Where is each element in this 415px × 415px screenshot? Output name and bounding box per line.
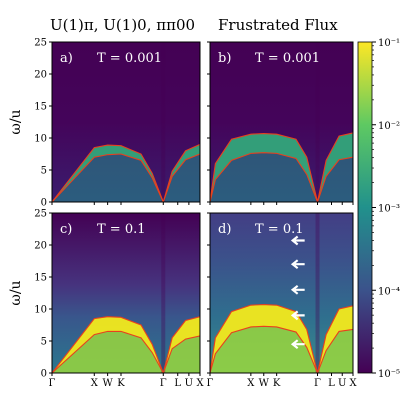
gamma-streak xyxy=(315,213,320,373)
panel-d xyxy=(210,213,353,373)
colorbar-tick-label: 10⁻² xyxy=(378,121,400,132)
panel-c-annotation: T = 0.1 xyxy=(97,222,146,237)
arrow-marker xyxy=(290,310,305,321)
upper-band-line xyxy=(52,316,200,373)
panel-a xyxy=(52,42,200,202)
panel-frame xyxy=(209,212,354,374)
xtick-label: Γ xyxy=(314,378,321,389)
ytick-label: 10 xyxy=(34,305,47,316)
arrow-marker xyxy=(290,339,305,350)
ytick-label: 5 xyxy=(41,337,47,348)
ytick-label: 15 xyxy=(34,102,47,113)
panel-c xyxy=(52,213,200,373)
xtick-label: K xyxy=(117,378,125,389)
gamma-streak xyxy=(161,42,166,202)
xtick-label: L xyxy=(328,378,335,389)
xtick-label: Γ xyxy=(49,378,56,389)
arrow-marker xyxy=(290,259,305,270)
band-core xyxy=(52,144,200,202)
panel-frame xyxy=(51,41,201,203)
panel-frame xyxy=(209,41,354,203)
ytick-label: 20 xyxy=(34,241,47,252)
xtick-label: U xyxy=(185,378,193,389)
xtick-label: X xyxy=(196,378,204,389)
ytick-label: 20 xyxy=(34,70,47,81)
ytick-label: 0 xyxy=(41,369,47,380)
upper-band-line xyxy=(210,132,353,202)
xtick-label: U xyxy=(338,378,346,389)
colorbar: 10⁻¹ 10⁻² 10⁻³ 10⁻⁴ 10⁻⁵ xyxy=(357,38,400,380)
ytick-label: 15 xyxy=(34,273,47,284)
upper-band-line xyxy=(52,143,200,202)
ytick-label: 25 xyxy=(34,38,47,49)
xtick-label: K xyxy=(273,378,281,389)
upper-band-line xyxy=(210,303,353,373)
colorbar-tick-label: 10⁻³ xyxy=(378,204,400,215)
ylabel-bottom: ω/u xyxy=(8,280,24,305)
band-core xyxy=(210,304,353,373)
arrow-marker xyxy=(290,235,305,246)
title-left: U(1)π, U(1)0, ππ00 xyxy=(50,16,195,34)
xtick-label: W xyxy=(259,378,270,389)
panel-c-label: c) xyxy=(60,222,72,237)
colorbar-tick-label: 10⁻¹ xyxy=(378,38,400,49)
ytick-label: 0 xyxy=(41,198,47,209)
panel-a-label: a) xyxy=(60,51,73,66)
lower-band-line xyxy=(210,325,353,373)
xtick-label: Γ xyxy=(160,378,167,389)
ylabel-top: ω/u xyxy=(8,109,24,134)
band-core xyxy=(52,316,200,373)
colorbar-tick-label: 10⁻⁵ xyxy=(378,369,400,380)
lower-band-line xyxy=(52,330,200,373)
arrow-marker xyxy=(290,284,305,295)
ytick-label: 25 xyxy=(34,209,47,220)
panel-b xyxy=(210,42,353,202)
xtick-label: X xyxy=(91,378,99,389)
xtick-label: L xyxy=(174,378,181,389)
panel-a-annotation: T = 0.001 xyxy=(97,51,162,66)
ytick-label: 5 xyxy=(41,166,47,177)
lower-band-line xyxy=(52,153,200,202)
xtick-label: W xyxy=(102,378,113,389)
panel-b-label: b) xyxy=(218,51,231,66)
xtick-label: X xyxy=(349,378,357,389)
panel-d-label: d) xyxy=(218,222,231,237)
xtick-label: X xyxy=(247,378,255,389)
xtick-label: Γ xyxy=(207,378,214,389)
band-core xyxy=(210,132,353,202)
gamma-streak xyxy=(161,213,166,373)
panel-frame xyxy=(51,212,201,374)
gamma-streak xyxy=(315,42,320,202)
lower-band-line xyxy=(210,152,353,202)
colorbar-tick-label: 10⁻⁴ xyxy=(378,286,400,297)
panel-d-annotation: T = 0.1 xyxy=(255,222,304,237)
ytick-label: 10 xyxy=(34,134,47,145)
title-right: Frustrated Flux xyxy=(218,16,338,34)
panel-b-annotation: T = 0.001 xyxy=(255,51,320,66)
